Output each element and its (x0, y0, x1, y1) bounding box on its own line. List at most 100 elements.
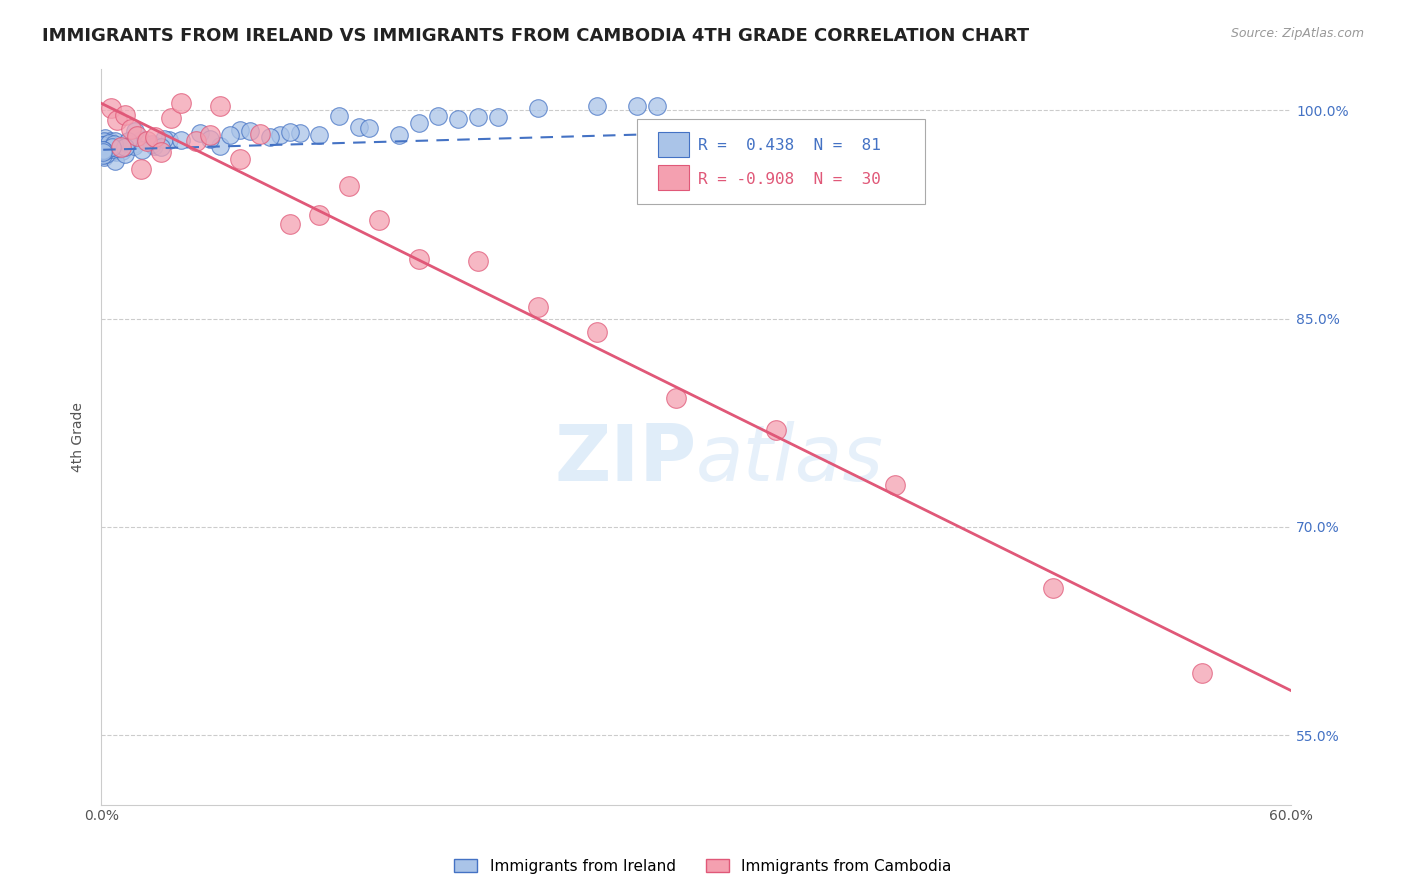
Point (94, 139, 117, 153)
Point (288, 126, 311, 140)
Point (447, 112, 470, 126)
Point (765, 423, 787, 437)
Point (94, 144, 117, 158)
Point (96, 145, 118, 159)
Text: ZIP: ZIP (554, 421, 696, 497)
Point (114, 140, 136, 154)
Point (93, 134, 115, 148)
Point (186, 134, 208, 148)
Point (120, 122, 142, 136)
Point (124, 124, 146, 138)
Point (94, 147, 117, 161)
Point (337, 179, 360, 194)
Point (367, 212, 389, 227)
Point (645, 99, 668, 113)
Point (96, 142, 118, 156)
Point (129, 133, 152, 147)
Point (157, 133, 180, 147)
Point (125, 128, 148, 143)
Point (229, 122, 252, 136)
Point (278, 124, 301, 138)
Point (249, 128, 271, 142)
Point (91, 137, 114, 152)
Point (209, 138, 232, 153)
Point (93, 148, 115, 162)
Point (486, 110, 509, 124)
Point (91, 137, 114, 152)
Point (229, 152, 252, 166)
Point (101, 144, 124, 158)
Point (467, 254, 489, 268)
Point (169, 133, 191, 147)
Point (427, 109, 450, 123)
Point (143, 130, 166, 145)
Point (110, 140, 132, 154)
Point (308, 128, 330, 142)
Point (117, 134, 139, 148)
Point (467, 110, 489, 124)
Point (526, 102, 548, 116)
Point (209, 99, 232, 113)
Point (91, 143, 114, 157)
Point (111, 144, 134, 158)
Point (101, 142, 124, 156)
Text: atlas: atlas (696, 421, 884, 497)
Point (586, 99, 609, 113)
Point (142, 138, 165, 153)
Point (100, 101, 122, 115)
Point (131, 143, 153, 157)
Point (93, 149, 115, 163)
Text: Source: ZipAtlas.com: Source: ZipAtlas.com (1230, 27, 1364, 40)
Point (1191, 665, 1213, 680)
Point (357, 120, 380, 135)
Point (129, 162, 152, 177)
Point (100, 134, 122, 148)
Point (94, 131, 117, 145)
Point (169, 96, 191, 111)
Point (93, 144, 115, 158)
Point (269, 128, 291, 142)
Point (122, 139, 145, 153)
Point (91, 140, 114, 154)
Point (115, 136, 138, 150)
Point (96, 141, 118, 155)
Point (104, 154, 127, 169)
Point (200, 128, 222, 143)
Point (135, 134, 157, 148)
Point (219, 128, 242, 142)
Point (104, 134, 127, 148)
Point (190, 126, 212, 140)
Point (388, 128, 411, 142)
Point (114, 108, 136, 122)
Point (239, 124, 262, 138)
Text: R =  0.438  N =  81: R = 0.438 N = 81 (697, 138, 880, 153)
Point (408, 116, 430, 130)
Legend: Immigrants from Ireland, Immigrants from Cambodia: Immigrants from Ireland, Immigrants from… (449, 853, 957, 880)
Point (526, 300, 548, 314)
Point (626, 99, 648, 113)
Point (149, 145, 172, 160)
Point (883, 478, 905, 492)
Point (586, 325, 609, 339)
Point (91, 138, 114, 153)
Point (308, 208, 330, 222)
Point (107, 141, 129, 155)
Point (101, 143, 124, 157)
Point (91, 143, 114, 157)
Point (1042, 582, 1064, 596)
Point (93, 135, 115, 149)
Point (347, 120, 370, 134)
Point (103, 136, 125, 151)
Point (91, 147, 114, 161)
Point (104, 141, 127, 155)
Point (105, 112, 128, 127)
Point (149, 139, 172, 153)
Text: R = -0.908  N =  30: R = -0.908 N = 30 (697, 172, 880, 186)
Point (328, 109, 350, 123)
Point (98, 145, 121, 160)
Point (122, 136, 145, 151)
Point (278, 217, 301, 231)
Point (94, 136, 117, 150)
Text: IMMIGRANTS FROM IRELAND VS IMMIGRANTS FROM CAMBODIA 4TH GRADE CORRELATION CHART: IMMIGRANTS FROM IRELAND VS IMMIGRANTS FR… (42, 27, 1029, 45)
Point (153, 132, 176, 146)
